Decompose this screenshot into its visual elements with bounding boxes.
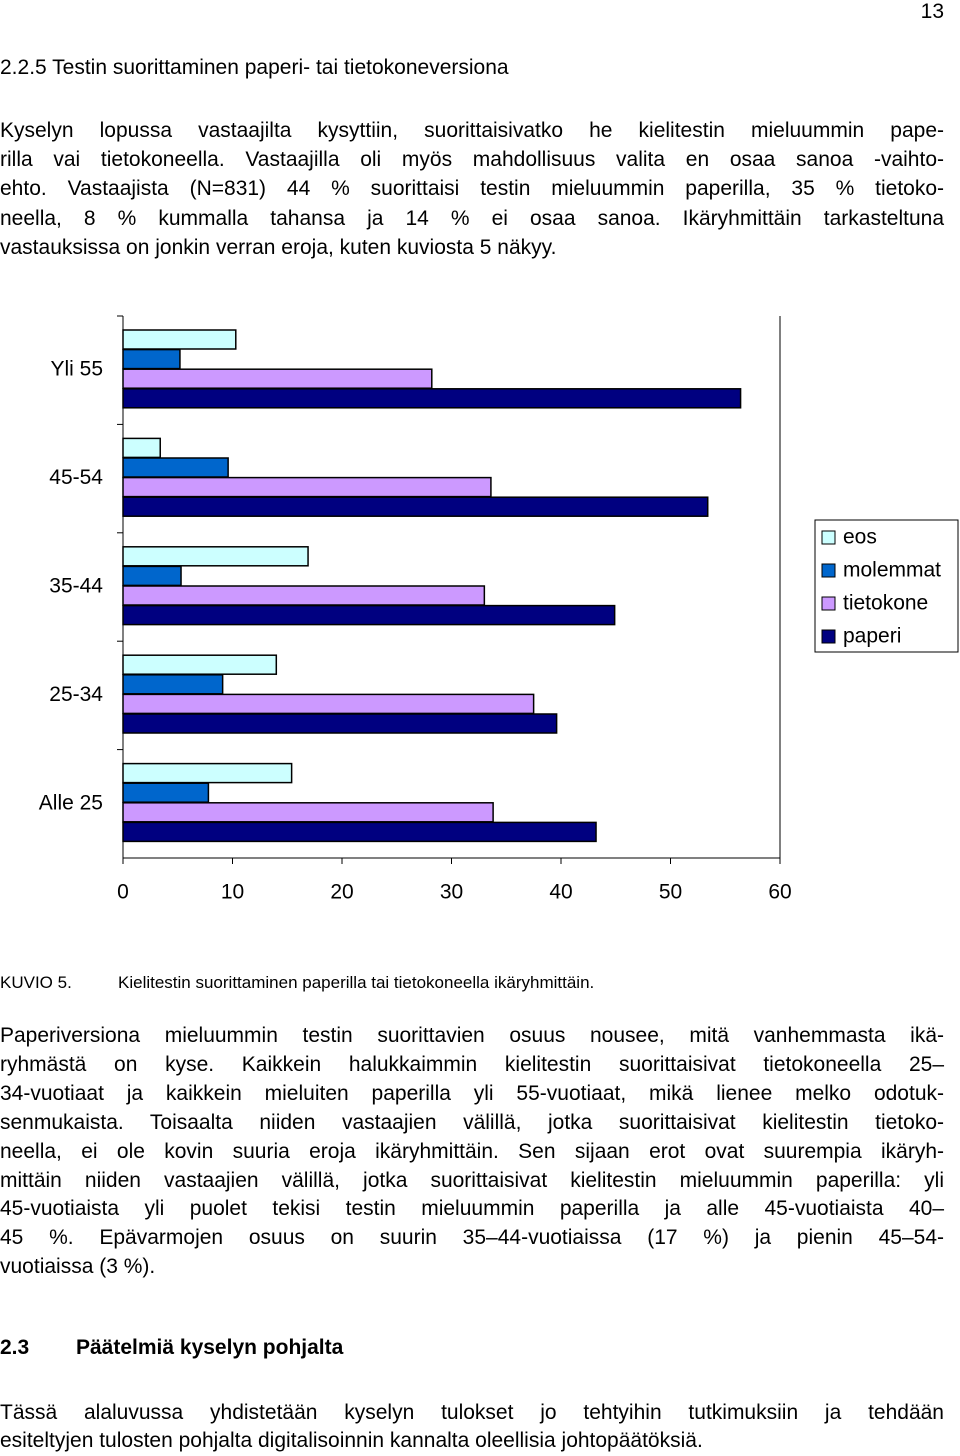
text-line: 34-vuotiaat ja kaikkein mieluiten paperi… [0, 1081, 944, 1105]
heading-number: 2.3 [0, 1336, 30, 1359]
bar [122, 496, 709, 517]
bar [122, 821, 597, 843]
x-tick-label: 10 [221, 881, 244, 904]
y-tick-label: Yli 55 [50, 358, 103, 381]
bar [122, 802, 494, 823]
legend-box [814, 519, 959, 653]
text-line: 45-vuotiaista yli puolet tekisi testin m… [0, 1197, 944, 1221]
legend-swatch [821, 563, 836, 578]
bar [122, 368, 433, 389]
bar [122, 348, 181, 370]
x-tick-label: 40 [549, 881, 572, 904]
legend-swatch [821, 530, 836, 545]
bar [122, 674, 224, 695]
x-tick-label: 60 [768, 881, 791, 904]
bar [122, 604, 616, 626]
legend-label: eos [843, 526, 877, 549]
section-heading: 2.2.5 Testin suorittaminen paperi- tai t… [0, 56, 509, 79]
y-tick-label: 25-34 [49, 683, 103, 706]
text-line: senmukaista. Toisaalta niiden vastaajien… [0, 1110, 944, 1134]
y-tick-label: 45-54 [49, 466, 103, 489]
bar [122, 565, 182, 587]
caption-label: KUVIO 5. [0, 973, 72, 992]
text-line: mittäin niiden vastaajien välillä, jotka… [0, 1168, 944, 1192]
y-tick-label: 35-44 [49, 575, 103, 598]
text-line: neella, 8 % kummalla tahansa ja 14 % ei … [0, 206, 944, 230]
heading-title: Päätelmiä kyselyn pohjalta [76, 1336, 344, 1359]
legend-swatch [821, 629, 836, 644]
text-line: ehto. Vastaajista (N=831) 44 % suorittai… [0, 177, 944, 201]
text-line: Tässä alaluvussa yhdistetään kyselyn tul… [0, 1401, 944, 1424]
bar [122, 437, 161, 459]
legend-label: tietokone [843, 592, 928, 615]
text-line: neella, ei ole kovin suuria eroja ikäryh… [0, 1139, 944, 1163]
text-line: rilla vai tietokoneella. Vastaajilla oli… [0, 148, 944, 172]
legend-swatch [821, 596, 836, 611]
page-number: 13 [920, 0, 944, 23]
text-line: Paperiversiona mieluummin testin suoritt… [0, 1024, 944, 1047]
bar [122, 713, 558, 734]
bar [122, 476, 492, 498]
text-line: Kyselyn lopussa vastaajilta kysyttiin, s… [0, 119, 944, 142]
bar [122, 388, 742, 409]
x-tick-label: 0 [117, 881, 129, 904]
x-tick-label: 30 [440, 881, 463, 904]
legend-label: molemmat [843, 559, 941, 582]
chart: 0 10 20 30 40 50 60 Yli 55 45-54 35-44 25-34 Alle 2… [39, 315, 959, 904]
text-line: 45 %. Epävarmojen osuus on suurin 35–44-… [0, 1226, 944, 1250]
bar [122, 329, 237, 350]
y-tick-label: Alle 25 [39, 791, 103, 814]
text-line: vuotiaissa (3 %). [0, 1255, 156, 1279]
text-line: vastauksissa on jonkin verran eroja, kut… [0, 235, 557, 259]
text-line: ryhmästä on kyse. Kaikkein halukkaimmin … [0, 1052, 944, 1076]
bar [122, 585, 486, 606]
bar [122, 546, 309, 567]
x-tick-label: 50 [659, 881, 682, 904]
bar [122, 654, 278, 675]
x-tick-label: 20 [330, 881, 353, 904]
bar [122, 693, 535, 715]
bar [122, 457, 229, 478]
bar [122, 762, 293, 784]
legend-label: paperi [843, 625, 901, 648]
text-line: esiteltyjen tulosten pohjalta digitaliso… [0, 1429, 703, 1452]
caption-text: Kielitestin suorittaminen paperilla tai … [118, 973, 595, 992]
bar [122, 782, 210, 803]
